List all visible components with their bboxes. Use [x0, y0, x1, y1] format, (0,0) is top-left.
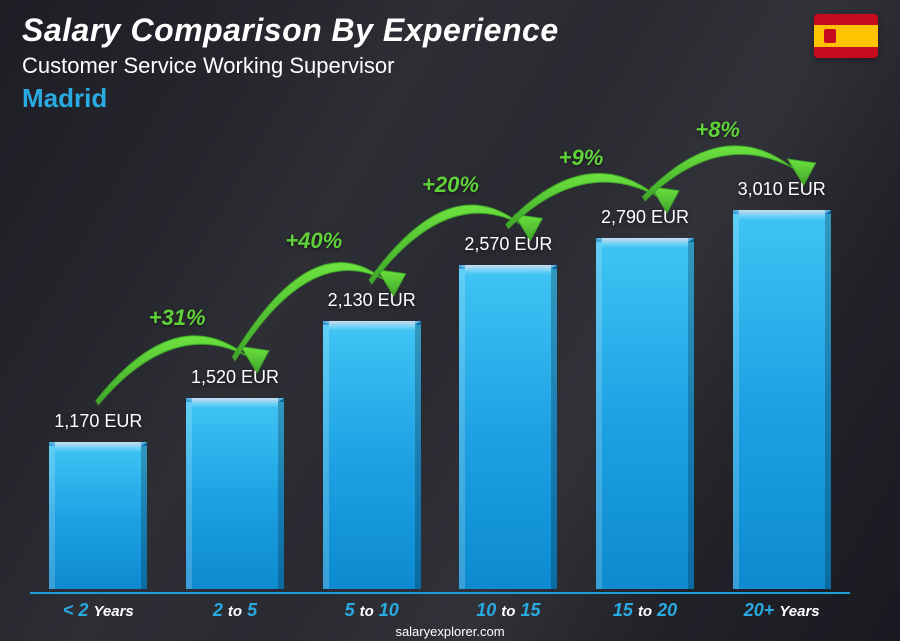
increment-percent: +20%	[422, 172, 479, 198]
page-title: Salary Comparison By Experience	[22, 12, 878, 49]
x-category: 2 to 5	[167, 600, 304, 621]
increment-percent: +8%	[695, 117, 740, 143]
header: Salary Comparison By Experience Customer…	[22, 12, 878, 114]
flag-emblem	[824, 29, 836, 43]
page-subtitle: Customer Service Working Supervisor	[22, 53, 878, 79]
x-category: 15 to 20	[577, 600, 714, 621]
flag-stripe-bot	[814, 47, 878, 58]
increment-percent: +31%	[149, 305, 206, 331]
increment-percent: +40%	[285, 228, 342, 254]
arrowhead-icon	[788, 159, 816, 185]
increment-percent: +9%	[559, 145, 604, 171]
flag-spain	[814, 14, 878, 58]
x-category: 5 to 10	[303, 600, 440, 621]
x-category: < 2 Years	[30, 600, 167, 621]
bar-chart: 1,170 EUR1,520 EUR2,130 EUR2,570 EUR2,79…	[30, 150, 850, 589]
increment-arc	[233, 263, 392, 361]
arrowhead-icon	[378, 270, 406, 296]
flag-stripe-top	[814, 14, 878, 25]
x-axis: < 2 Years2 to 55 to 1010 to 1515 to 2020…	[30, 592, 850, 621]
increment-arrows	[30, 150, 850, 589]
x-category: 10 to 15	[440, 600, 577, 621]
arrowhead-icon	[241, 347, 269, 373]
footer-credit: salaryexplorer.com	[0, 624, 900, 639]
page-location: Madrid	[22, 83, 878, 114]
increment-arc	[96, 336, 255, 405]
x-category: 20+ Years	[713, 600, 850, 621]
flag-stripe-mid	[814, 25, 878, 47]
